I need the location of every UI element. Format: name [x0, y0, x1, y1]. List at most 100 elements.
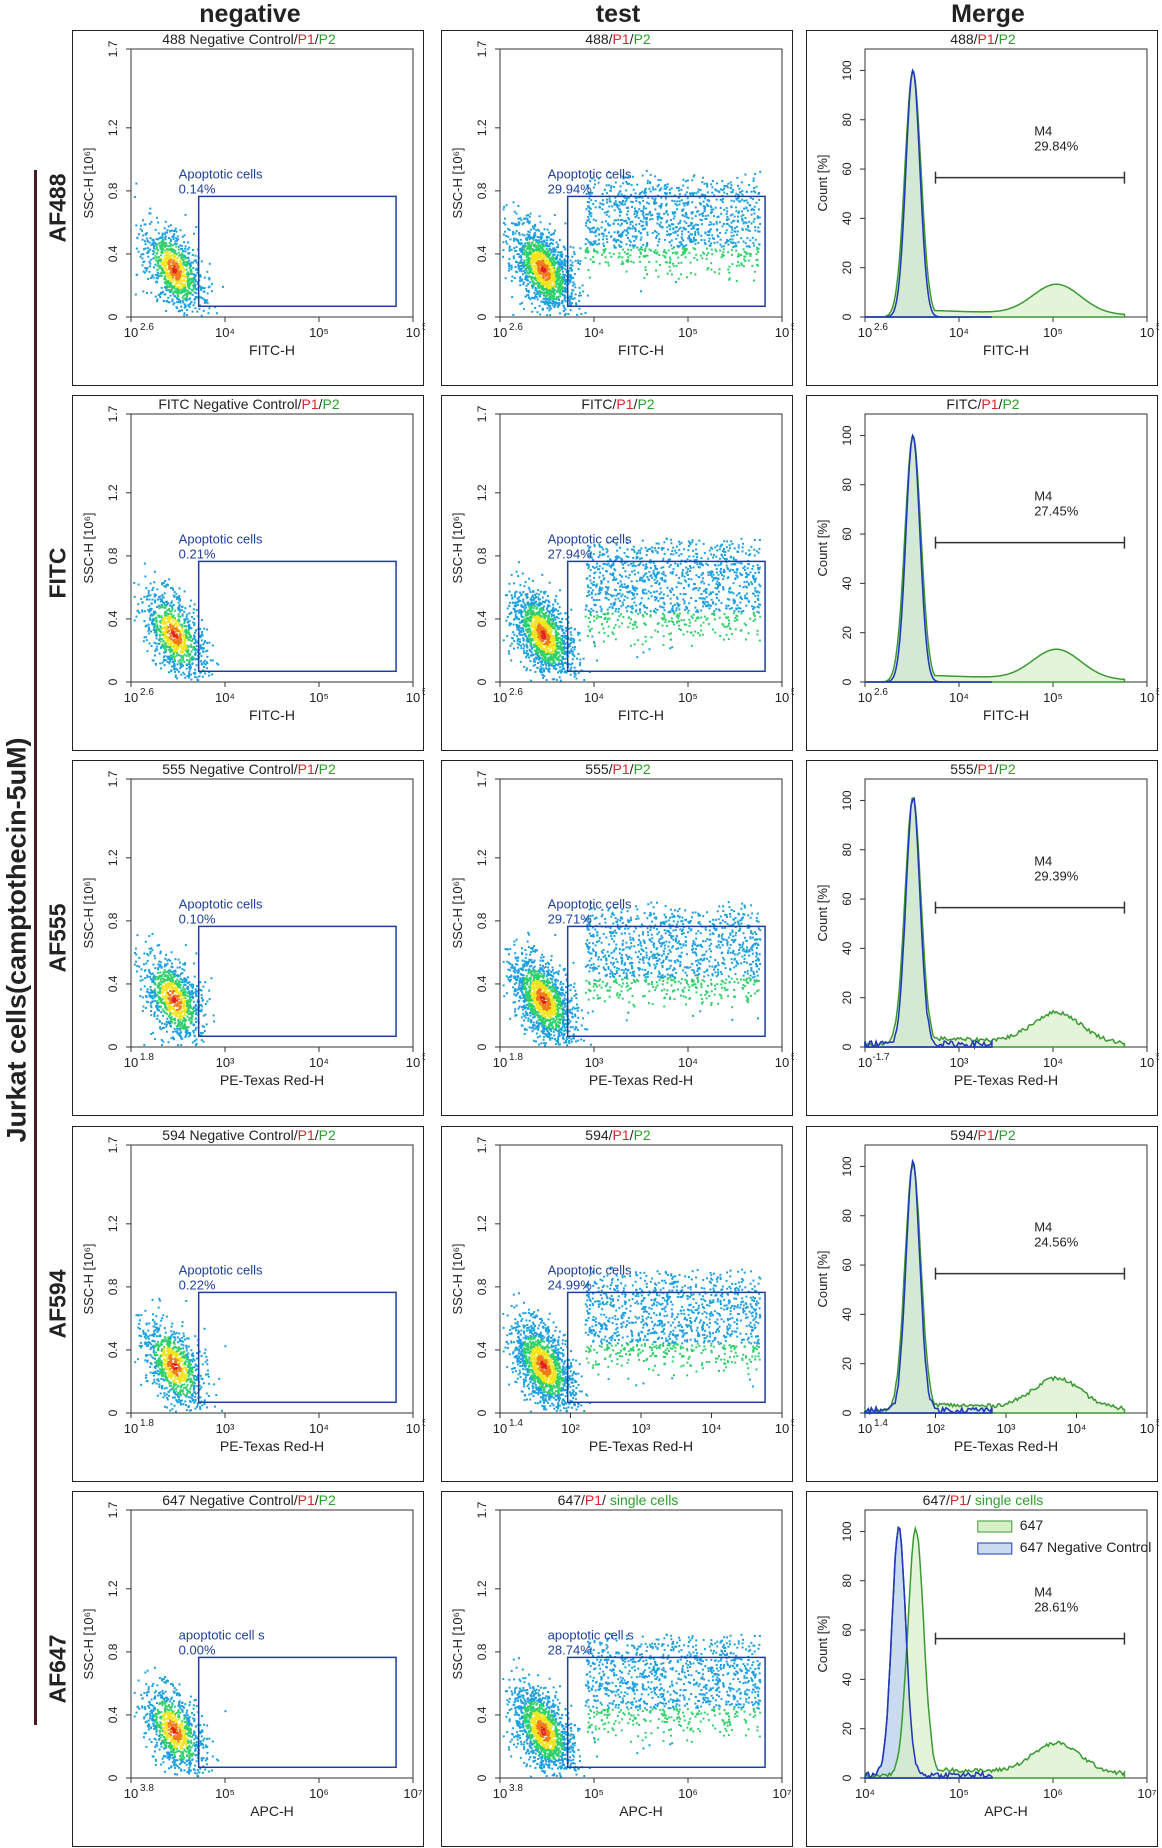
event-dot: [212, 659, 214, 661]
event-dot: [173, 268, 175, 270]
event-dot: [204, 287, 206, 289]
event-dot: [654, 230, 656, 232]
event-dot: [156, 637, 158, 639]
event-dot: [175, 306, 177, 308]
event-dot: [734, 216, 736, 218]
event-dot: [141, 257, 143, 259]
event-dot: [148, 261, 150, 263]
event-dot: [550, 281, 552, 283]
x-axis-label: FITC-H: [618, 707, 664, 723]
event-dot: [144, 240, 146, 242]
event-dot: [606, 211, 608, 213]
event-dot: [535, 267, 537, 269]
event-dot: [534, 234, 536, 236]
event-dot: [513, 201, 515, 203]
event-dot: [585, 251, 587, 253]
event-dot: [651, 197, 653, 199]
event-dot: [176, 286, 178, 288]
event-dot: [662, 227, 664, 229]
event-dot: [740, 254, 742, 256]
event-dot: [184, 677, 186, 679]
event-dot: [177, 607, 179, 609]
event-dot: [170, 259, 172, 261]
event-dot: [550, 308, 552, 310]
event-dot: [530, 244, 532, 246]
event-dot: [743, 222, 745, 224]
event-dot: [518, 267, 520, 269]
gate-percent: 29.94%: [548, 181, 593, 196]
event-dot: [183, 269, 185, 271]
event-dot: [608, 205, 610, 207]
side-bracket: [34, 170, 37, 1725]
event-dot: [142, 261, 144, 263]
event-dot: [618, 252, 620, 254]
event-dot: [188, 304, 190, 306]
event-dot: [713, 223, 715, 225]
event-dot: [156, 246, 158, 248]
event-dot: [605, 220, 607, 222]
marker-label: M4: [1034, 124, 1052, 139]
event-dot: [706, 254, 708, 256]
plot-title: 488/P1/P2: [950, 31, 1016, 47]
event-dot: [208, 675, 210, 677]
event-dot: [682, 185, 684, 187]
event-dot: [518, 561, 520, 563]
event-dot: [159, 245, 161, 247]
event-dot: [681, 236, 683, 238]
event-dot: [562, 301, 564, 303]
event-dot: [159, 237, 161, 239]
event-dot: [617, 231, 619, 233]
event-dot: [678, 189, 680, 191]
event-dot: [195, 658, 197, 660]
event-dot: [528, 242, 530, 244]
event-dot: [619, 240, 621, 242]
event-dot: [541, 262, 543, 264]
event-dot: [624, 229, 626, 231]
event-dot: [151, 603, 153, 605]
event-dot: [168, 263, 170, 265]
event-dot: [505, 235, 507, 237]
event-dot: [642, 175, 644, 177]
event-dot: [758, 192, 760, 194]
event-dot: [156, 300, 158, 302]
event-dot: [185, 650, 187, 652]
x-tick-label: 10: [124, 325, 138, 340]
event-dot: [572, 658, 574, 660]
event-dot: [714, 249, 716, 251]
event-dot: [174, 591, 176, 593]
event-dot: [179, 274, 181, 276]
x-tick-label: 10: [406, 690, 420, 705]
event-dot: [190, 646, 192, 648]
event-dot: [519, 284, 521, 286]
event-dot: [545, 667, 547, 669]
event-dot: [589, 244, 591, 246]
event-dot: [642, 213, 644, 215]
event-dot: [177, 269, 179, 271]
event-dot: [511, 276, 513, 278]
event-dot: [528, 273, 530, 275]
event-dot: [711, 253, 713, 255]
event-dot: [526, 259, 528, 261]
event-dot: [551, 272, 553, 274]
event-dot: [546, 248, 548, 250]
event-dot: [179, 244, 181, 246]
event-dot: [170, 261, 172, 263]
event-dot: [179, 633, 181, 635]
event-dot: [165, 221, 167, 223]
event-dot: [731, 231, 733, 233]
event-dot: [646, 170, 648, 172]
event-dot: [610, 256, 612, 258]
event-dot: [177, 292, 179, 294]
event-dot: [183, 650, 185, 652]
event-dot: [710, 183, 712, 185]
event-dot: [745, 242, 747, 244]
event-dot: [534, 671, 536, 673]
event-dot: [150, 259, 152, 261]
event-dot: [151, 645, 153, 647]
event-dot: [176, 278, 178, 280]
event-dot: [748, 253, 750, 255]
event-dot: [141, 264, 143, 266]
panel-fitc-test: FITC/P1/P2102.610⁴10⁵105.5FITC-H00.40.81…: [441, 395, 793, 751]
event-dot: [194, 279, 196, 281]
event-dot: [167, 297, 169, 299]
